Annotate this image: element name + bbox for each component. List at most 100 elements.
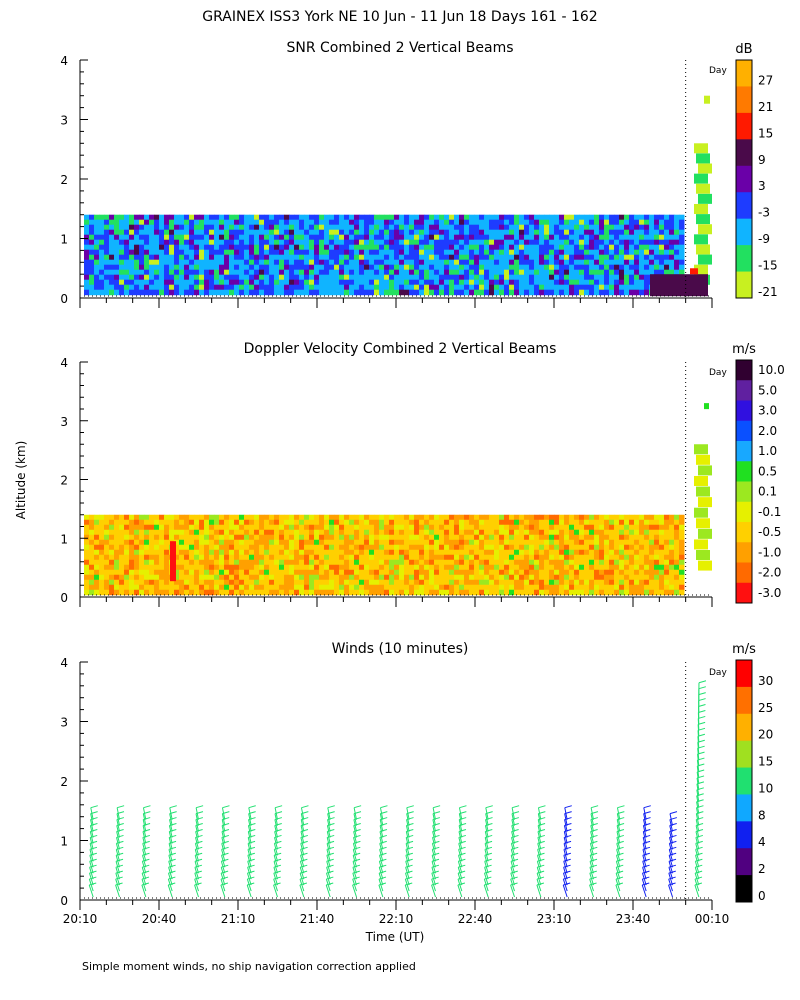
heatmap-cell [399, 269, 405, 276]
heatmap-cell [309, 279, 315, 286]
heatmap-cell [394, 284, 400, 291]
heatmap-cell [184, 554, 190, 561]
heatmap-cell [304, 244, 310, 251]
heatmap-cell [654, 259, 660, 266]
heatmap-cell [514, 264, 520, 271]
day-marker-label: Day [709, 368, 727, 378]
heatmap-cell [119, 564, 125, 571]
wind-barb [220, 872, 226, 886]
heatmap-cell [199, 284, 205, 291]
heatmap-cell [690, 268, 698, 275]
heatmap-cell [499, 234, 505, 241]
heatmap-cell [114, 554, 120, 561]
heatmap-cell [554, 569, 560, 576]
heatmap-cell [94, 249, 100, 256]
wind-barb [431, 867, 436, 880]
heatmap-cell [389, 529, 395, 536]
heatmap-cell [149, 229, 155, 236]
heatmap-cell [329, 214, 335, 221]
heatmap-cell [444, 224, 450, 231]
heatmap-cell [619, 244, 625, 251]
heatmap-cell [539, 559, 545, 566]
heatmap-cell [624, 589, 630, 596]
heatmap-cell [84, 574, 90, 581]
heatmap-cell [119, 569, 125, 576]
heatmap-cell [564, 229, 570, 236]
heatmap-cell [179, 269, 185, 276]
heatmap-cell [434, 584, 440, 591]
heatmap-cell [644, 574, 650, 581]
heatmap-cell [484, 229, 490, 236]
heatmap-cell [89, 544, 95, 551]
heatmap-cell [294, 274, 300, 281]
heatmap-cell [499, 214, 505, 221]
heatmap-cell [674, 529, 680, 536]
wind-barb [615, 867, 621, 880]
heatmap-cell [519, 569, 525, 576]
heatmap-cell [304, 264, 310, 271]
heatmap-cell [369, 584, 375, 591]
wind-barb [589, 878, 594, 892]
heatmap-cell [489, 284, 495, 291]
heatmap-cell [274, 539, 280, 546]
wind-barb [694, 884, 700, 898]
heatmap-cell [209, 584, 215, 591]
heatmap-cell [164, 274, 170, 281]
heatmap-cell [339, 579, 345, 586]
heatmap-cell [264, 244, 270, 251]
heatmap-cell [184, 244, 190, 251]
heatmap-cell [109, 254, 115, 261]
heatmap-cell [139, 214, 145, 221]
wind-barb [485, 813, 489, 826]
heatmap-cell [499, 284, 505, 291]
heatmap-cell [559, 234, 565, 241]
heatmap-cell [354, 274, 360, 281]
heatmap-cell [234, 229, 240, 236]
heatmap-cell [544, 554, 550, 561]
wind-barb [169, 807, 173, 820]
heatmap-cell [479, 259, 485, 266]
heatmap-cell [129, 264, 135, 271]
heatmap-cell [199, 234, 205, 241]
heatmap-cell [299, 544, 305, 551]
heatmap-cell [179, 549, 185, 556]
wind-barb [274, 807, 278, 820]
heatmap-cell [404, 254, 410, 261]
heatmap-cell [114, 589, 120, 596]
heatmap-cell [374, 239, 380, 246]
heatmap-cell [514, 214, 520, 221]
heatmap-cell [104, 249, 110, 256]
heatmap-cell [549, 244, 555, 251]
heatmap-cell [289, 579, 295, 586]
heatmap-cell [634, 589, 640, 596]
heatmap-cell [619, 554, 625, 561]
heatmap-cell [129, 529, 135, 536]
wind-barb [379, 843, 384, 856]
heatmap-cell [269, 224, 275, 231]
heatmap-cell [539, 579, 545, 586]
heatmap-cell [624, 264, 630, 271]
heatmap-cell [284, 589, 290, 596]
heatmap-cell [594, 564, 600, 571]
heatmap-cell [514, 519, 520, 526]
heatmap-cell [424, 254, 430, 261]
heatmap-cell [164, 284, 170, 291]
heatmap-cell [164, 254, 170, 261]
heatmap-cell [319, 544, 325, 551]
heatmap-cell [189, 224, 195, 231]
heatmap-cell [604, 544, 610, 551]
heatmap-cell [439, 244, 445, 251]
heatmap-cell [234, 574, 240, 581]
heatmap-cell [279, 584, 285, 591]
wind-barb [300, 819, 305, 832]
heatmap-cell [579, 274, 585, 281]
heatmap-cell [459, 234, 465, 241]
heatmap-cell [664, 259, 670, 266]
heatmap-cell [119, 259, 125, 266]
heatmap-cell [614, 574, 620, 581]
heatmap-cell [589, 264, 595, 271]
heatmap-cell [484, 234, 490, 241]
wind-barb [431, 884, 436, 898]
heatmap-cell [574, 289, 580, 296]
